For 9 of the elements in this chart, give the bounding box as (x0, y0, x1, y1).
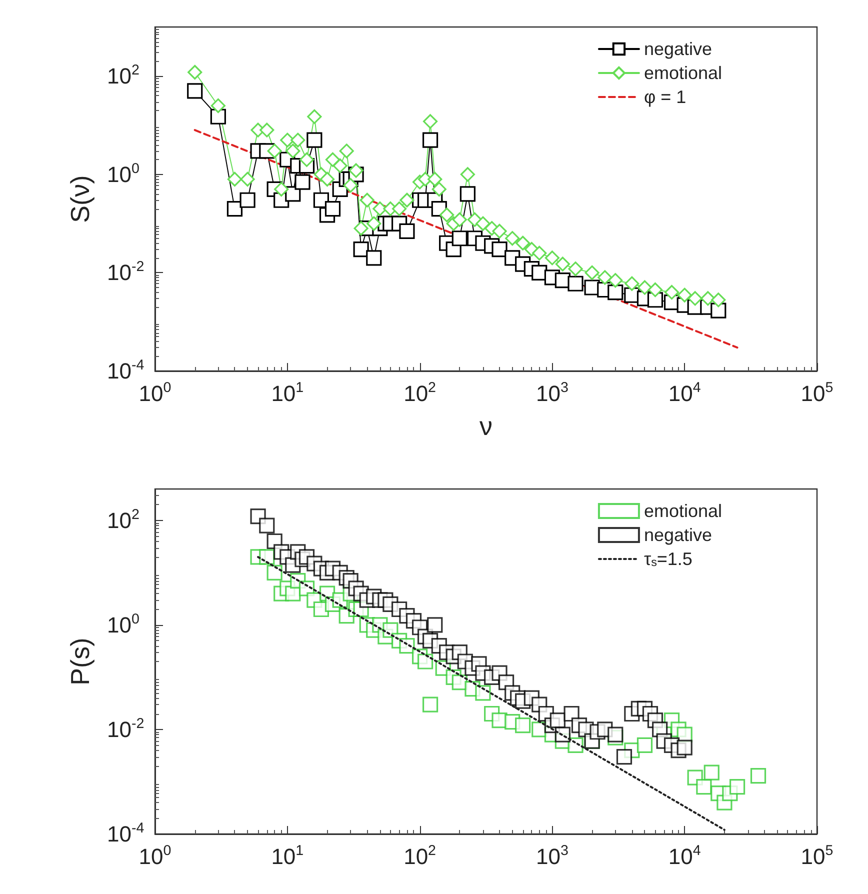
legend-label: emotional (644, 501, 722, 521)
legend-label: negative (644, 525, 712, 545)
y-axis-title: S(ν) (65, 175, 95, 223)
legend-label: τs=1.5 (644, 549, 692, 570)
legend-label: φ = 1 (644, 87, 686, 107)
y-axis-title: P(s) (65, 638, 95, 686)
legend-label: negative (644, 39, 712, 59)
legend-label: emotional (644, 63, 722, 83)
x-axis-title: ν (480, 411, 492, 441)
